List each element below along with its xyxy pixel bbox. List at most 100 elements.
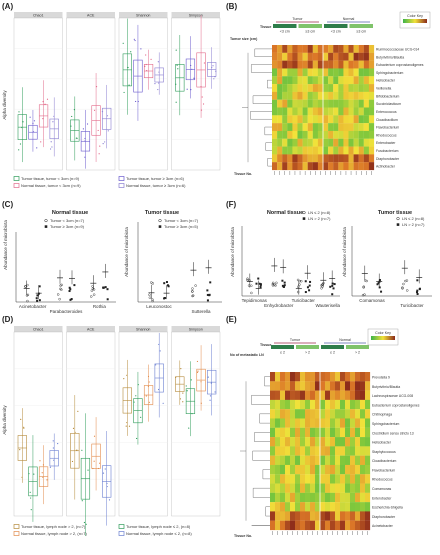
heat-cell [358, 130, 364, 139]
heat-cell [292, 107, 298, 116]
heat-cell [350, 381, 356, 391]
heat-cell [302, 107, 308, 116]
facet-title: Shannon [136, 14, 150, 18]
legend-entry: LN ≤ 2 (n=8) [308, 210, 331, 215]
heat-cell [355, 455, 361, 466]
heat-cell [345, 502, 351, 512]
point [71, 460, 74, 463]
point [122, 42, 124, 44]
heat-cell [333, 123, 339, 132]
heat-cell [323, 123, 329, 132]
heat-cell [292, 45, 298, 53]
heat-cell [363, 60, 369, 69]
point [281, 279, 284, 282]
point [201, 96, 203, 98]
facet-title: Chao1 [33, 328, 44, 332]
heat-cell [290, 520, 296, 531]
dendrogram-branch [267, 79, 272, 89]
panel-c-left-title: Normal tissue [52, 210, 88, 216]
heat-cell [312, 130, 318, 139]
point [257, 277, 260, 280]
taxon-label: Tepidimonas [242, 298, 268, 303]
point [191, 413, 193, 415]
subgroup-bar [296, 345, 319, 349]
facet-shannon: Shannon [118, 12, 168, 171]
point [188, 427, 190, 429]
subgroup-bar [271, 345, 294, 349]
heat-cell [317, 146, 324, 155]
heat-cell [360, 446, 366, 456]
heat-cell [328, 146, 334, 155]
heat-cell [275, 437, 281, 447]
heat-cell [340, 464, 346, 475]
point [60, 283, 63, 287]
heat-cell [345, 520, 351, 531]
heat-cell [345, 455, 351, 466]
heat-cell [275, 520, 281, 531]
heat-cell [353, 162, 359, 171]
heat-cell [345, 492, 351, 503]
legend-swatch [44, 225, 48, 228]
taxon-label: Sphingobacterium [376, 71, 404, 75]
legend-swatch [302, 211, 306, 215]
heat-cell [305, 464, 311, 475]
heat-cell [338, 123, 344, 132]
legend-swatch [118, 524, 125, 529]
dendrogram-root [242, 52, 249, 163]
heat-cell [335, 474, 341, 484]
heat-cell [272, 146, 278, 155]
point [97, 467, 100, 470]
heat-cell [328, 60, 334, 69]
heat-cell [365, 399, 371, 410]
point [41, 472, 43, 474]
legend-swatch [13, 176, 20, 181]
heat-cell [300, 502, 306, 512]
point [150, 58, 152, 60]
heat-cell [338, 84, 344, 92]
heat-cell [287, 60, 293, 69]
heat-cell [368, 138, 375, 147]
point [158, 388, 160, 391]
point [406, 289, 409, 292]
point [197, 370, 199, 372]
point [101, 111, 104, 113]
panel-c-label: (C) [2, 200, 13, 209]
heat-cell [365, 409, 371, 419]
legend-entry: Tumor tissue, lymph node > 2, (n=7) [21, 524, 86, 529]
facet-plot-area [118, 331, 168, 517]
heat-cell [368, 107, 375, 116]
heat-cell [300, 446, 306, 456]
heat-cell [305, 492, 311, 503]
point [380, 290, 383, 293]
heat-cell [300, 409, 306, 419]
point [191, 287, 194, 290]
point [200, 381, 202, 383]
heat-cell [330, 372, 336, 382]
point [84, 156, 86, 158]
heat-cell [270, 474, 276, 484]
heat-cell [355, 399, 361, 410]
point [38, 299, 41, 302]
point [191, 68, 193, 70]
heat-cell [348, 107, 354, 116]
point [32, 131, 35, 133]
heat-cell [285, 511, 291, 521]
point [331, 282, 334, 285]
heat-cell [270, 502, 276, 512]
heat-cell [348, 99, 354, 108]
heat-cell [345, 511, 351, 521]
dendrogram-branch [265, 142, 272, 151]
heat-cell [295, 399, 301, 410]
legend-entry: LN > 2 (n=7) [402, 222, 425, 227]
taxon-label: Helicobacter [372, 441, 392, 445]
heat-cell [295, 511, 301, 521]
point [193, 77, 195, 79]
heat-cell [285, 446, 291, 456]
point [140, 416, 142, 418]
facet-plot-area [66, 17, 116, 171]
heat-cell [277, 130, 283, 139]
heat-cell [355, 418, 361, 428]
heat-cell [348, 162, 354, 171]
heat-cell [310, 502, 316, 512]
heat-cell [305, 418, 311, 428]
